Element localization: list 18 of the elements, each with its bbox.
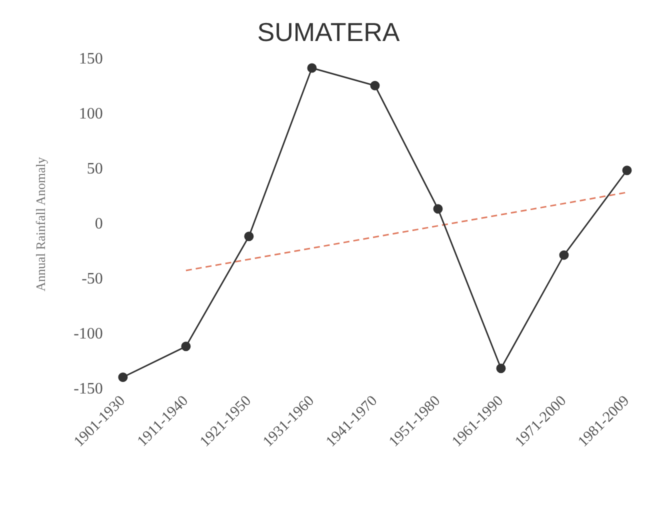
y-tick-label: 150 (78, 50, 103, 68)
point (181, 342, 191, 352)
point (307, 63, 317, 73)
y-tick-label: -150 (74, 380, 103, 398)
y-tick-label: 0 (94, 215, 103, 232)
point (559, 250, 569, 260)
y-tick-label: 100 (78, 105, 103, 122)
chart-title: SUMATERA (257, 16, 400, 47)
y-tick-label: -100 (74, 326, 103, 342)
point (244, 232, 254, 242)
y-axis-title: Annual Rainfall Anomaly (33, 156, 48, 292)
y-tick-label: 50 (86, 160, 103, 178)
point (433, 204, 443, 214)
point (370, 80, 380, 90)
point (118, 372, 128, 382)
y-tick-label: -50 (82, 270, 103, 288)
point (496, 364, 506, 374)
point (622, 166, 632, 176)
